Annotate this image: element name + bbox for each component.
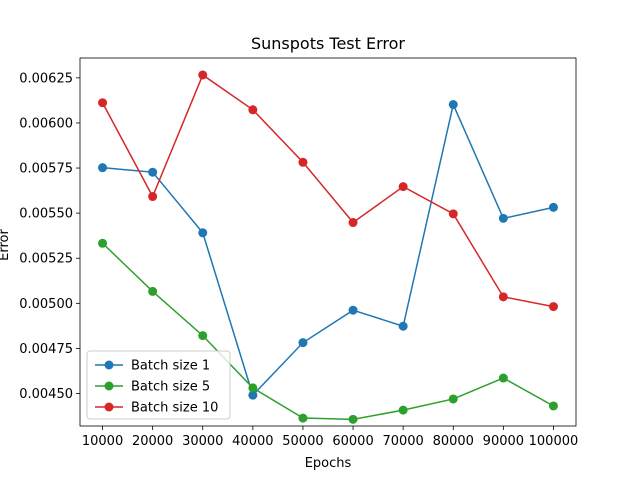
plot-area: 10000 20000 30000 40000 50000 60000 70000 80000… (19, 57, 579, 449)
legend-marker-batch-size-1 (104, 360, 114, 370)
y-tick-label: 0.00500 (19, 297, 73, 312)
y-tick-label: 0.00475 (19, 342, 73, 357)
data-point-batch-size-5 (248, 383, 258, 393)
x-tick-label: 10000 (82, 434, 123, 449)
legend-marker-batch-size-5 (104, 381, 114, 391)
data-point-batch-size-10 (198, 70, 208, 80)
series-line-batch-size-5 (102, 242, 554, 421)
data-point-batch-size-1 (198, 228, 208, 238)
legend-marker-batch-size-10 (104, 402, 114, 412)
data-point-batch-size-10 (148, 192, 158, 202)
data-point-batch-size-10 (248, 105, 258, 115)
x-tick-label: 30000 (182, 434, 223, 449)
data-point-batch-size-5 (298, 413, 308, 423)
legend-label-batch-size-10: Batch size 10 (131, 401, 218, 416)
y-tick-label: 0.00525 (19, 252, 73, 267)
y-tick-label: 0.00450 (19, 387, 73, 402)
data-point-batch-size-1 (398, 321, 408, 331)
x-tick-label: 70000 (382, 434, 423, 449)
legend-label-batch-size-5: Batch size 5 (131, 380, 210, 395)
x-tick-label: 40000 (232, 434, 273, 449)
series-line-batch-size-1 (102, 102, 554, 397)
y-tick-label: 0.00575 (19, 162, 73, 177)
data-point-batch-size-1 (248, 390, 258, 400)
data-point-batch-size-5 (448, 394, 458, 404)
x-tick-label: 50000 (282, 434, 323, 449)
axes-frame (79, 57, 577, 427)
chart-title: Sunspots Test Error (251, 34, 405, 53)
x-tick-label: 60000 (332, 434, 373, 449)
series-line-batch-size-10 (101, 73, 554, 308)
y-tick-label: 0.00600 (19, 116, 73, 131)
data-point-batch-size-1 (548, 202, 558, 212)
data-point-batch-size-1 (148, 167, 158, 177)
legend-box (86, 350, 231, 420)
legend-label-batch-size-1: Batch size 1 (131, 359, 210, 374)
y-axis-title: Error (0, 229, 12, 261)
data-point-batch-size-5 (198, 331, 208, 341)
data-point-batch-size-10 (498, 292, 508, 302)
data-point-batch-size-1 (98, 163, 108, 173)
x-tick-label: 90000 (483, 434, 524, 449)
data-point-batch-size-10 (548, 302, 558, 312)
data-point-batch-size-5 (98, 238, 108, 248)
data-point-batch-size-10 (348, 218, 358, 228)
x-axis-title: Epochs (305, 456, 352, 471)
data-point-batch-size-5 (548, 401, 558, 411)
data-point-batch-size-1 (298, 338, 308, 348)
data-point-batch-size-5 (498, 373, 508, 383)
data-point-batch-size-5 (148, 286, 158, 296)
data-point-batch-size-10 (298, 157, 308, 167)
data-point-batch-size-1 (348, 305, 358, 315)
data-point-batch-size-5 (348, 414, 358, 424)
x-tick-label: 20000 (132, 434, 173, 449)
x-tick-label: 80000 (433, 434, 474, 449)
y-tick-label: 0.00625 (19, 71, 73, 86)
y-tick-label: 0.00550 (19, 207, 73, 222)
data-point-batch-size-1 (448, 100, 458, 110)
data-point-batch-size-10 (448, 209, 458, 219)
data-point-batch-size-1 (498, 213, 508, 223)
data-point-batch-size-10 (98, 98, 108, 108)
x-tick-label: 100000 (529, 434, 579, 449)
data-point-batch-size-10 (398, 182, 408, 192)
data-point-batch-size-5 (398, 405, 408, 415)
